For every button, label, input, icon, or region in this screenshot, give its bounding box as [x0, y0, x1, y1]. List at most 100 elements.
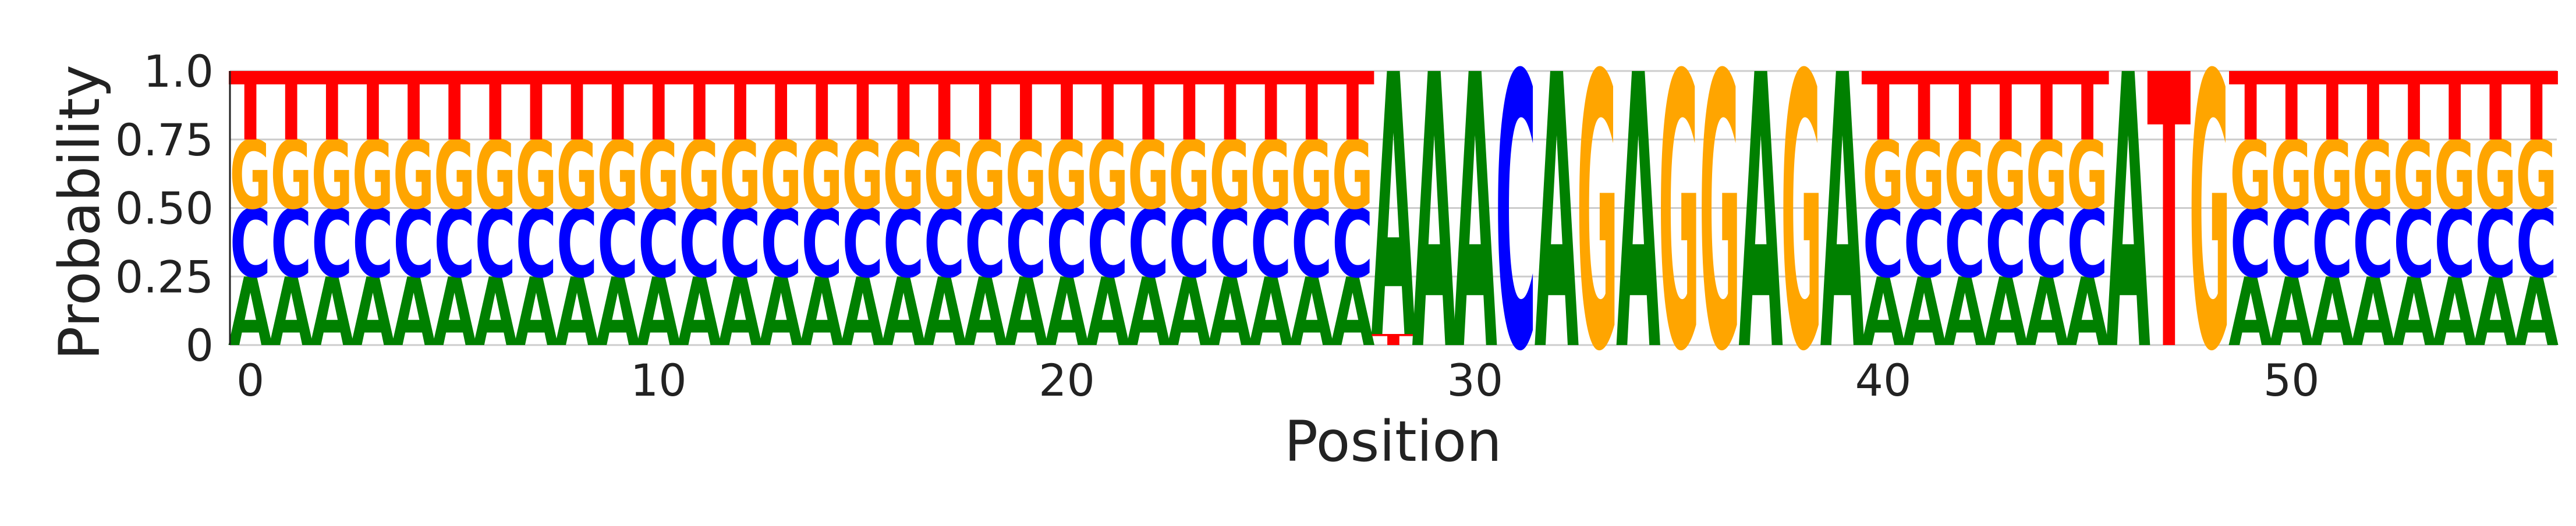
logo-letter-T: T [881, 52, 925, 162]
logo-letter-C: C [230, 190, 271, 299]
logo-letter-G: G [1250, 121, 1291, 230]
logo-letter-G: G [352, 121, 394, 230]
logo-letter-G: G [1944, 121, 1986, 230]
logo-letter-A: A [1004, 258, 1048, 367]
logo-letter-G: G [1168, 121, 1210, 230]
logo-letter-T: T [310, 52, 354, 162]
x-tick-label: 0 [236, 354, 264, 406]
logo-letter-A: A [1616, 0, 1661, 433]
logo-letter-A: A [1086, 258, 1130, 367]
logo-letter-A: A [800, 258, 844, 367]
logo-letter-G: G [965, 121, 1006, 230]
grid-layer [230, 70, 2557, 346]
logo-letter-A: A [1167, 258, 1211, 367]
logo-letter-A: A [1412, 0, 1457, 433]
logo-letter-T: T [2392, 52, 2436, 162]
logo-letter-A: A [2269, 258, 2313, 367]
logo-letter-C: C [760, 190, 802, 299]
logo-letter-C: C [2516, 190, 2557, 299]
logo-letter-C: C [352, 190, 394, 299]
logo-letter-G: G [1332, 121, 1373, 230]
logo-letter-C: C [474, 190, 516, 299]
logo-layer: ACGTACGTACGTACGTACGTACGTACGTACGTACGTACGT… [228, 0, 2559, 434]
logo-letter-C: C [2026, 190, 2067, 299]
logo-letter-G: G [229, 121, 271, 230]
logo-letter-A: A [514, 258, 558, 367]
logo-letter-C: C [1210, 190, 1251, 299]
logo-letter-G: G [924, 121, 965, 230]
logo-letter-A: A [596, 258, 640, 367]
logo-letter-T: T [963, 52, 1007, 162]
logo-letter-T: T [1208, 52, 1252, 162]
logo-letter-A: A [2391, 258, 2436, 367]
logo-letter-C: C [2434, 190, 2475, 299]
logo-letter-T: T [596, 52, 640, 162]
logo-letter-T: T [2351, 52, 2395, 162]
logo-letter-A: A [718, 258, 762, 367]
logo-letter-C: C [2475, 190, 2516, 299]
logo-letter-C: C [720, 190, 761, 299]
logo-letter-A: A [963, 258, 1007, 367]
logo-letter-A: A [473, 258, 518, 367]
logo-letter-A: A [2514, 258, 2559, 367]
logo-letter-A: A [2106, 0, 2151, 433]
x-tick-label: 10 [630, 354, 687, 406]
logo-letter-C: C [1005, 190, 1047, 299]
logo-letter-T: T [718, 52, 762, 162]
logo-letter-G: G [1985, 121, 2026, 230]
logo-letter-G: G [311, 121, 353, 230]
logo-letter-A: A [1535, 0, 1579, 433]
logo-letter-T: T [678, 52, 721, 162]
logo-letter-T: T [2270, 52, 2313, 162]
logo-letter-T: T [2065, 52, 2109, 162]
logo-letter-G: G [1087, 121, 1128, 230]
logo-letter-C: C [1087, 190, 1128, 299]
logo-letter-T: T [514, 52, 558, 162]
logo-letter-G: G [720, 121, 761, 230]
x-tick-label: 40 [1855, 354, 1912, 406]
logo-letter-G: G [393, 121, 434, 230]
logo-letter-G: G [1576, 0, 1618, 434]
logo-letter-G: G [1862, 121, 1904, 230]
logo-letter-A: A [841, 258, 885, 367]
logo-letter-C: C [883, 190, 924, 299]
logo-letter-A: A [1289, 258, 1334, 367]
logo-letter-A: A [391, 258, 435, 367]
logo-letter-G: G [1291, 121, 1333, 230]
logo-letter-A: A [1861, 258, 1905, 367]
logo-letter-A: A [1983, 258, 2028, 367]
logo-letter-A: A [228, 258, 272, 367]
x-tick-label: 30 [1447, 354, 1503, 406]
logo-letter-T: T [2514, 52, 2558, 162]
logo-letter-G: G [515, 121, 557, 230]
logo-letter-A: A [2310, 258, 2354, 367]
logo-letter-G: G [1005, 121, 1047, 230]
logo-letter-C: C [1904, 190, 1945, 299]
logo-letter-A: A [433, 258, 477, 367]
logo-letter-C: C [1985, 190, 2026, 299]
logo-letter-C: C [2271, 190, 2312, 299]
logo-letter-A: A [1739, 0, 1784, 433]
logo-letter-G: G [801, 121, 842, 230]
logo-letter-C: C [2352, 190, 2394, 299]
logo-letter-A: A [350, 258, 395, 367]
logo-letter-A: A [2474, 258, 2518, 367]
logo-letter-T: T [1372, 331, 1416, 349]
x-tick-label: 50 [2263, 354, 2320, 406]
logo-letter-C: C [516, 190, 557, 299]
logo-letter-G: G [1903, 121, 1944, 230]
x-axis-title: Position [1284, 409, 1502, 474]
logo-letter-T: T [555, 52, 598, 162]
logo-letter-T: T [1984, 52, 2028, 162]
logo-letter-G: G [434, 121, 475, 230]
logo-letter-C: C [1944, 190, 1986, 299]
logo-letter-T: T [1126, 52, 1170, 162]
logo-letter-G: G [1781, 0, 1822, 434]
logo-letter-G: G [271, 121, 312, 230]
logo-letter-T: T [1167, 52, 1211, 162]
logo-letter-G: G [2312, 121, 2353, 230]
logo-letter-A: A [1044, 258, 1089, 367]
logo-letter-T: T [2228, 52, 2272, 162]
